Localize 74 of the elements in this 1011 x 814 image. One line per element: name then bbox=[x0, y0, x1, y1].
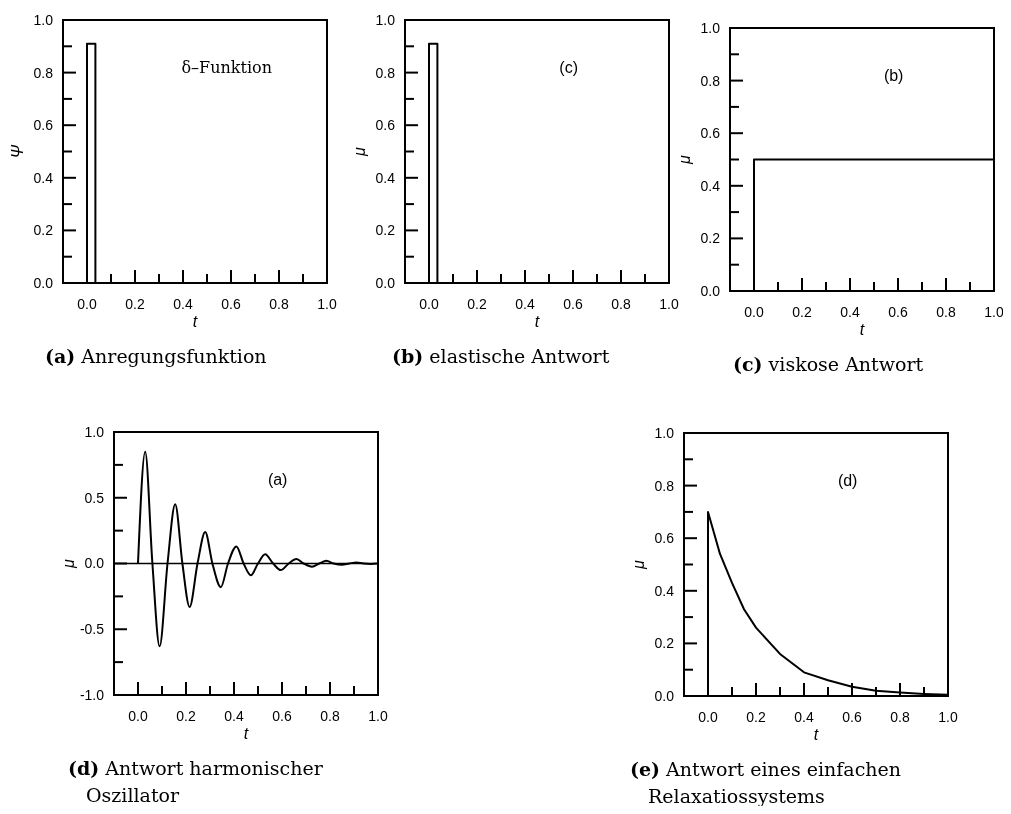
text: (b) elastische Antwort bbox=[392, 345, 610, 367]
text: (c) viskose Antwort bbox=[733, 353, 924, 375]
y-tick-label: 0.8 bbox=[654, 477, 675, 494]
y-axis-title: μ bbox=[351, 146, 368, 157]
x-axis-title: t bbox=[534, 313, 540, 330]
y-tick-label: 0.4 bbox=[700, 177, 721, 194]
annotation: (d) bbox=[837, 471, 858, 489]
y-tick-label: 1.0 bbox=[654, 424, 675, 441]
y-tick-label: 0.2 bbox=[700, 230, 721, 247]
y-tick-label: 0.8 bbox=[375, 64, 396, 81]
annotation: δ–Funktion bbox=[181, 57, 272, 77]
annotation: (c) bbox=[559, 58, 579, 76]
y-tick-label: 0.4 bbox=[375, 169, 396, 186]
x-axis-title: t bbox=[192, 313, 198, 330]
x-tick-label: 0.4 bbox=[224, 708, 244, 724]
text: (a) Anregungsfunktion bbox=[45, 345, 267, 367]
x-tick-label: 0.8 bbox=[269, 296, 289, 312]
x-tick-label: 0.6 bbox=[272, 708, 292, 724]
y-tick-label: 0.2 bbox=[654, 635, 675, 652]
y-tick-label: 0.6 bbox=[375, 117, 396, 134]
y-tick-label: 0.0 bbox=[654, 687, 675, 704]
x-tick-label: 0.2 bbox=[792, 304, 812, 320]
x-axis-title: t bbox=[243, 725, 249, 742]
x-tick-label: 0.0 bbox=[419, 296, 439, 312]
x-tick-label: 0.4 bbox=[515, 296, 535, 312]
y-tick-label: 0.6 bbox=[33, 117, 54, 134]
x-tick-label: 0.0 bbox=[744, 304, 764, 320]
y-tick-label: 0.8 bbox=[33, 64, 54, 81]
y-tick-label: 0.2 bbox=[375, 222, 396, 239]
x-tick-label: 0.8 bbox=[320, 708, 340, 724]
x-tick-label: 0.2 bbox=[176, 708, 196, 724]
x-tick-label: 0.6 bbox=[842, 709, 862, 725]
y-tick-label: 1.0 bbox=[375, 11, 396, 28]
y-tick-label: -0.5 bbox=[79, 621, 105, 638]
x-axis-title: t bbox=[859, 321, 865, 338]
annotation: (a) bbox=[267, 470, 288, 488]
x-tick-label: 0.2 bbox=[467, 296, 487, 312]
x-tick-label: 0.4 bbox=[794, 709, 814, 725]
x-tick-label: 0.6 bbox=[888, 304, 908, 320]
y-tick-label: 0.4 bbox=[33, 169, 54, 186]
x-tick-label: 0.4 bbox=[840, 304, 860, 320]
x-tick-label: 0.8 bbox=[936, 304, 956, 320]
annotation: (b) bbox=[883, 66, 904, 84]
x-tick-label: 0.0 bbox=[128, 708, 148, 724]
x-tick-label: 0.8 bbox=[611, 296, 631, 312]
y-tick-label: 1.0 bbox=[700, 19, 721, 36]
text: (d) Antwort harmonischer Oszillator bbox=[68, 757, 324, 806]
y-tick-label: 0.0 bbox=[33, 274, 54, 291]
y-tick-label: -1.0 bbox=[79, 686, 105, 703]
y-tick-label: 0.2 bbox=[33, 222, 54, 239]
x-tick-label: 0.2 bbox=[125, 296, 145, 312]
y-axis-title: μ bbox=[60, 558, 77, 569]
x-tick-label: 1.0 bbox=[984, 304, 1004, 320]
y-tick-label: 0.6 bbox=[654, 530, 675, 547]
y-tick-label: 0.4 bbox=[654, 582, 675, 599]
x-tick-label: 0.2 bbox=[746, 709, 766, 725]
y-tick-label: 1.0 bbox=[33, 11, 54, 28]
x-tick-label: 0.6 bbox=[221, 296, 241, 312]
x-tick-label: 0.8 bbox=[890, 709, 910, 725]
y-axis-title: μ bbox=[630, 559, 647, 570]
y-tick-label: 0.0 bbox=[375, 274, 396, 291]
y-tick-label: 0.0 bbox=[700, 282, 721, 299]
y-tick-label: 0.5 bbox=[84, 489, 105, 506]
y-tick-label: 0.0 bbox=[84, 555, 105, 572]
y-axis-title: μ bbox=[676, 154, 693, 165]
y-tick-label: 0.6 bbox=[700, 125, 721, 142]
x-tick-label: 1.0 bbox=[938, 709, 958, 725]
y-tick-label: 1.0 bbox=[84, 423, 105, 440]
x-tick-label: 0.4 bbox=[173, 296, 193, 312]
y-axis-title: Ψ bbox=[9, 144, 26, 159]
x-tick-label: 1.0 bbox=[317, 296, 337, 312]
x-tick-label: 0.6 bbox=[563, 296, 583, 312]
y-tick-label: 0.8 bbox=[700, 72, 721, 89]
x-axis-title: t bbox=[813, 726, 819, 743]
